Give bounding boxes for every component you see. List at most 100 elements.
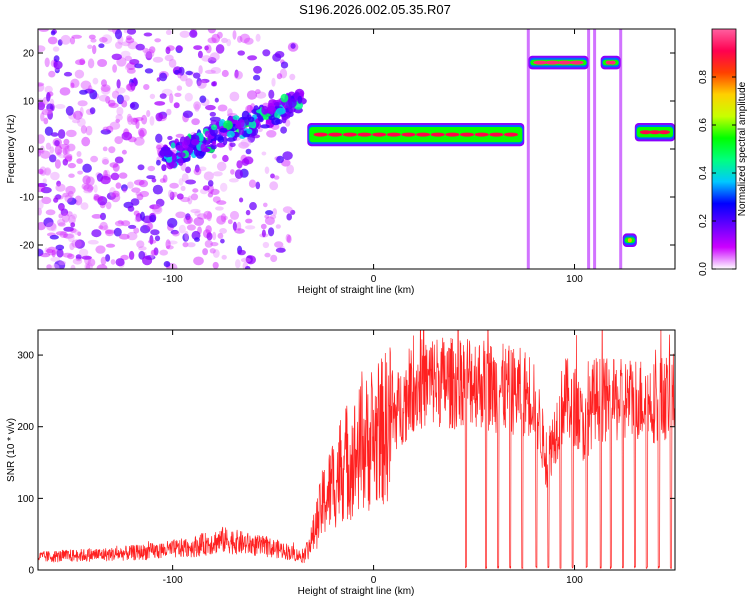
noise-dot [38, 101, 46, 111]
noise-dot [147, 165, 156, 172]
noise-dot [182, 233, 189, 242]
noise-dot [179, 74, 188, 82]
track-core [386, 132, 401, 137]
noise-dot [212, 249, 220, 258]
noise-dot [105, 254, 111, 262]
noise-dot [72, 119, 81, 124]
noise-dot [204, 240, 213, 248]
noise-dot [268, 89, 275, 100]
noise-dot [54, 260, 66, 269]
rising-track-mark [260, 124, 270, 129]
noise-dot [58, 213, 63, 219]
noise-dot [170, 229, 179, 235]
snr-x-axis: -100 0 100 [163, 330, 583, 586]
noise-dot [40, 253, 51, 258]
noise-dot [149, 116, 155, 126]
snr-frame [37, 329, 676, 571]
noise-dot [264, 216, 275, 225]
noise-dot [103, 225, 109, 231]
track-core [328, 132, 343, 137]
noise-dot [151, 249, 157, 256]
noise-dot [290, 209, 296, 215]
noise-dot [236, 221, 242, 231]
noise-dot [68, 173, 75, 178]
noise-dot [87, 258, 96, 267]
noise-dot [180, 185, 186, 192]
noise-dot [98, 225, 104, 230]
noise-dot [81, 136, 91, 147]
noise-dot [87, 44, 93, 49]
colorbar-label: Normalized spectral amplitude [737, 81, 748, 216]
noise-dot [178, 178, 184, 186]
noise-dot [50, 30, 56, 36]
noise-dot [217, 232, 224, 239]
noise-dot [255, 91, 267, 99]
noise-dot [236, 160, 243, 169]
rising-track-mark [257, 115, 264, 122]
rising-track-mark [232, 115, 240, 121]
noise-dot [129, 101, 139, 110]
noise-dot [205, 225, 212, 234]
noise-dot [58, 260, 67, 266]
track-core [639, 130, 652, 135]
noise-dot [221, 254, 227, 260]
noise-dot [75, 59, 86, 66]
noise-dot [77, 231, 82, 237]
rising-track-mark [187, 146, 194, 155]
colorbar-tick-label: 0.2 [698, 214, 709, 228]
colorbar: 0.0 0.2 0.4 0.6 0.8 Normalized spectral ampl… [698, 28, 748, 276]
noise-dot [272, 208, 278, 216]
noise-dot [144, 68, 154, 74]
noise-dot [216, 161, 227, 172]
noise-dot [175, 211, 186, 219]
noise-dot [53, 197, 59, 203]
noise-dot [270, 173, 275, 179]
track-core [628, 238, 632, 243]
y-tick-label: 20 [23, 49, 35, 60]
noise-dot [82, 163, 92, 173]
noise-dot [101, 157, 109, 165]
noise-dot [186, 224, 196, 231]
noise-dot [38, 83, 45, 92]
noise-dot [126, 181, 134, 189]
noise-dot [83, 184, 94, 192]
noise-dot [220, 213, 227, 223]
noise-dot [107, 29, 118, 32]
noise-dot [186, 216, 192, 224]
noise-dot [44, 126, 54, 136]
noise-dot [106, 192, 116, 200]
noise-dot [260, 223, 267, 230]
noise-dot [74, 195, 83, 206]
noise-dot [166, 245, 174, 250]
noise-dot [55, 231, 67, 236]
noise-dot [136, 240, 145, 248]
noise-dot [136, 193, 144, 201]
noise-dot [105, 229, 116, 234]
noise-dot [212, 153, 217, 159]
track-core [504, 132, 518, 137]
noise-dot [226, 38, 232, 47]
noise-dot [79, 106, 84, 117]
noise-dot [214, 97, 219, 103]
snr-x-label: Height of straight line (km) [298, 586, 415, 597]
noise-dot [114, 220, 125, 227]
noise-dot [143, 84, 150, 90]
noise-dot [248, 179, 257, 188]
noise-dot [207, 180, 214, 187]
noise-dot [118, 172, 128, 179]
noise-dot [59, 143, 70, 150]
track-core [557, 60, 572, 65]
noise-dot [112, 64, 117, 73]
noise-dot [210, 242, 219, 247]
noise-dot [109, 121, 121, 130]
noise-dot [111, 53, 123, 60]
noise-dot [182, 110, 193, 118]
noise-dot [116, 94, 124, 105]
noise-dot [143, 32, 153, 37]
noise-dot [268, 227, 275, 237]
noise-dot [185, 213, 191, 221]
noise-dot [63, 233, 74, 239]
noise-dot [101, 34, 113, 45]
noise-dot [154, 235, 161, 242]
noise-dot [46, 103, 54, 112]
